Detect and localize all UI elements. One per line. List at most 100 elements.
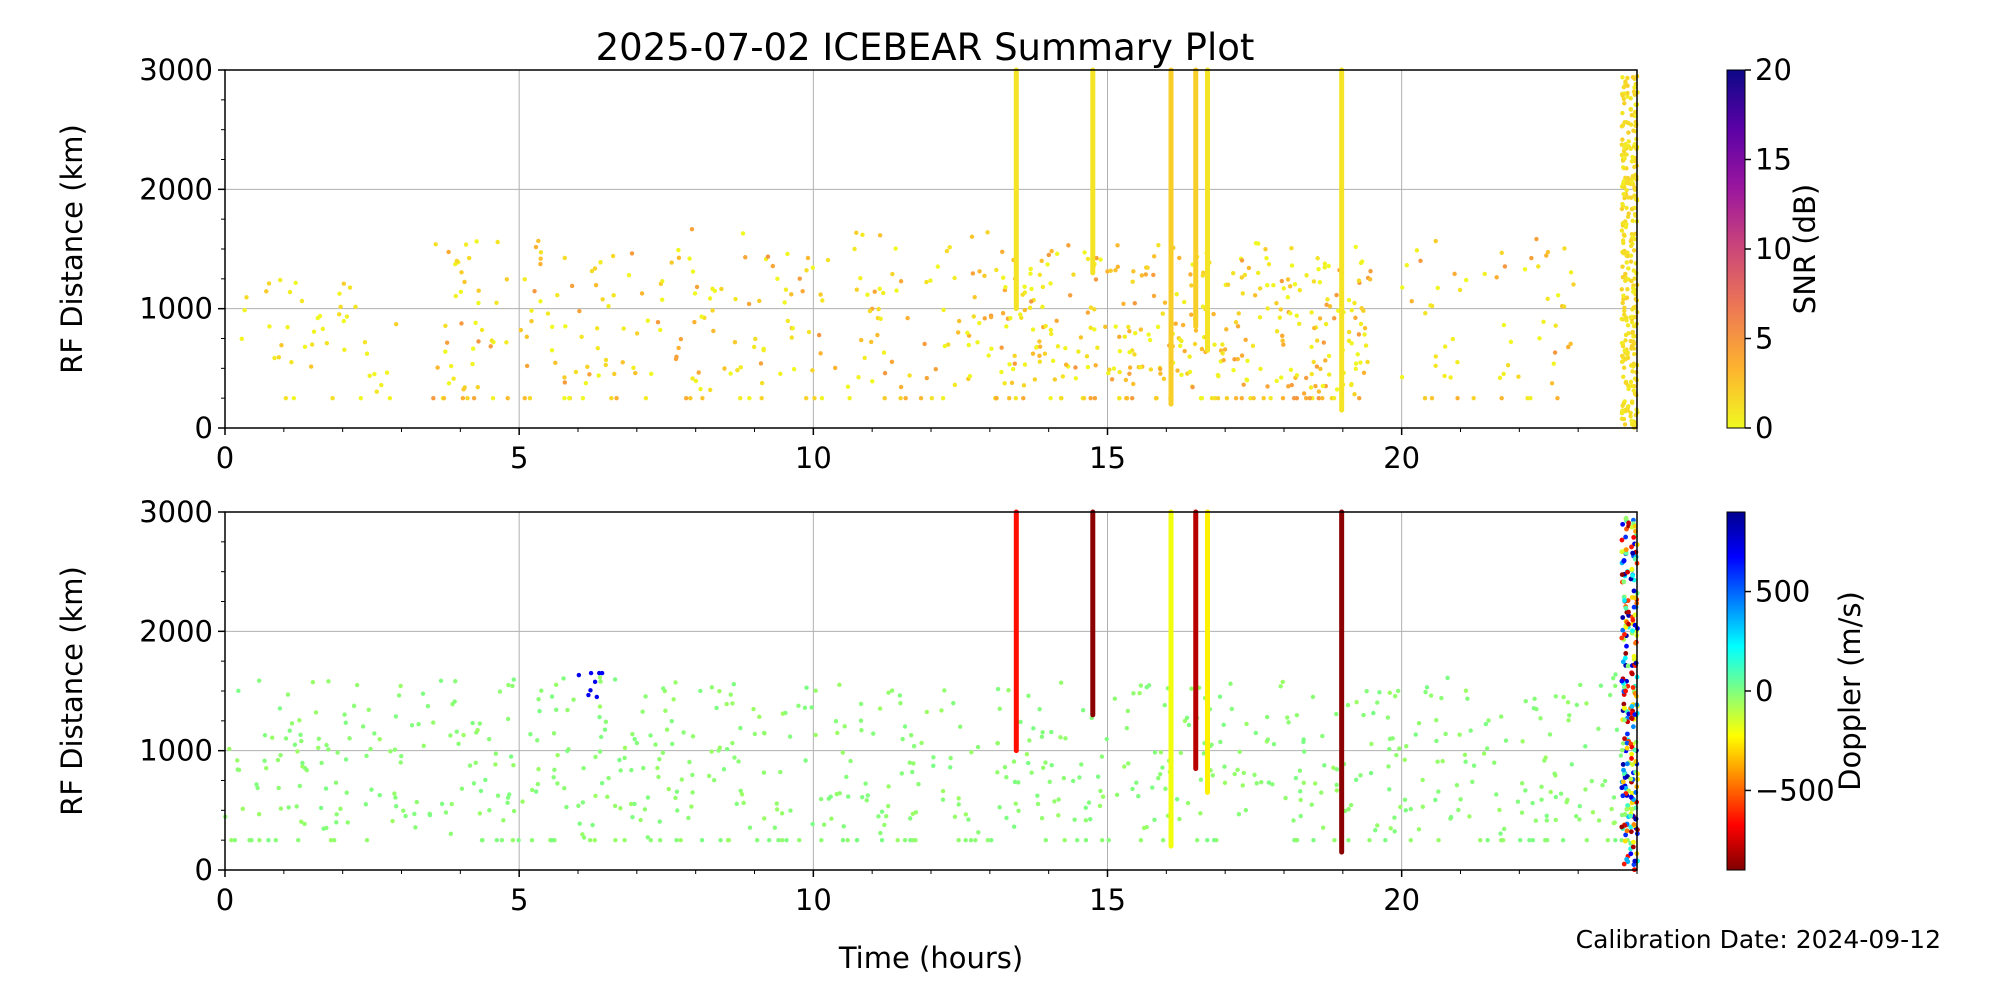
streak-point xyxy=(1619,549,1625,555)
data-point xyxy=(977,320,982,326)
data-point xyxy=(907,373,912,378)
data-point xyxy=(1404,263,1409,268)
data-point xyxy=(363,802,369,807)
streak-point xyxy=(1633,660,1639,666)
streak-point xyxy=(1626,404,1631,409)
streak-point xyxy=(1628,824,1634,830)
data-point xyxy=(884,814,889,819)
data-point xyxy=(1188,272,1193,277)
data-point xyxy=(908,732,914,738)
data-point xyxy=(719,286,724,292)
data-point xyxy=(1048,331,1054,337)
data-point xyxy=(709,685,715,690)
data-point xyxy=(1414,248,1420,253)
data-point xyxy=(545,311,551,316)
data-point xyxy=(289,359,294,365)
data-point xyxy=(1124,395,1129,401)
data-point xyxy=(779,811,785,816)
data-point xyxy=(1201,751,1207,756)
data-point xyxy=(1602,778,1608,784)
data-point xyxy=(969,750,974,755)
data-point xyxy=(966,817,971,822)
data-point xyxy=(562,375,567,380)
data-point xyxy=(975,744,981,750)
data-point xyxy=(1311,359,1316,365)
data-point xyxy=(1178,343,1183,349)
data-point xyxy=(1399,285,1405,290)
data-point xyxy=(1357,395,1362,401)
data-point xyxy=(1138,837,1144,843)
data-point xyxy=(1497,807,1502,813)
data-point xyxy=(564,804,569,810)
data-point xyxy=(579,334,584,339)
data-point xyxy=(1241,770,1247,776)
data-point xyxy=(354,682,360,688)
streak-point xyxy=(1628,96,1633,101)
data-point xyxy=(632,801,637,807)
data-point xyxy=(675,808,680,813)
data-point xyxy=(336,312,342,317)
data-point xyxy=(1251,395,1256,401)
data-point xyxy=(1126,761,1131,766)
data-point xyxy=(1201,270,1206,275)
streak-point xyxy=(1620,779,1626,785)
data-point xyxy=(610,253,616,259)
data-point xyxy=(711,777,717,783)
data-point xyxy=(1252,293,1258,298)
data-point xyxy=(1498,831,1503,836)
data-point xyxy=(1152,817,1157,823)
data-point xyxy=(676,255,682,261)
data-point xyxy=(1435,759,1440,764)
data-point xyxy=(1081,395,1087,401)
streak-point xyxy=(1628,379,1634,385)
data-point xyxy=(1274,329,1280,334)
data-point xyxy=(1129,395,1135,401)
streak-point xyxy=(1619,316,1624,322)
data-point xyxy=(747,395,752,401)
data-point xyxy=(844,774,849,780)
streak-point xyxy=(1619,410,1625,416)
data-point xyxy=(1022,284,1027,289)
data-point xyxy=(1056,813,1061,818)
data-point xyxy=(566,747,571,752)
streak-point xyxy=(1619,124,1625,129)
data-point xyxy=(1519,810,1525,815)
streak-point xyxy=(1629,566,1635,572)
data-point xyxy=(1076,349,1081,354)
streak-point xyxy=(1631,89,1637,94)
data-point xyxy=(1508,339,1514,345)
streak-point xyxy=(1629,112,1635,118)
data-point xyxy=(709,749,714,754)
data-point xyxy=(1353,777,1359,783)
data-point xyxy=(588,688,593,693)
data-point xyxy=(497,689,503,694)
streak-point xyxy=(1628,122,1634,127)
data-point xyxy=(707,296,713,301)
data-point xyxy=(1189,283,1194,288)
top-frame xyxy=(224,69,1638,429)
data-point xyxy=(877,233,883,238)
data-point xyxy=(1179,338,1184,344)
data-point xyxy=(997,805,1002,810)
data-point xyxy=(1368,770,1374,776)
data-point xyxy=(1433,797,1438,803)
data-point xyxy=(1098,788,1103,794)
data-point xyxy=(728,692,733,697)
data-point xyxy=(797,276,802,281)
data-point xyxy=(600,297,605,302)
data-point xyxy=(952,275,957,281)
data-point xyxy=(761,347,766,353)
data-point xyxy=(963,812,969,817)
data-point xyxy=(778,371,783,377)
streak-point xyxy=(1621,767,1626,773)
streak-point xyxy=(1625,323,1631,328)
y-tick-label: 1000 xyxy=(139,292,213,326)
data-point xyxy=(1561,694,1566,700)
data-point xyxy=(989,837,994,843)
data-point xyxy=(1517,837,1523,843)
data-point xyxy=(594,694,599,700)
data-point xyxy=(1117,369,1122,375)
streak-point xyxy=(1619,340,1625,346)
data-point xyxy=(553,682,559,688)
data-point xyxy=(687,256,692,261)
